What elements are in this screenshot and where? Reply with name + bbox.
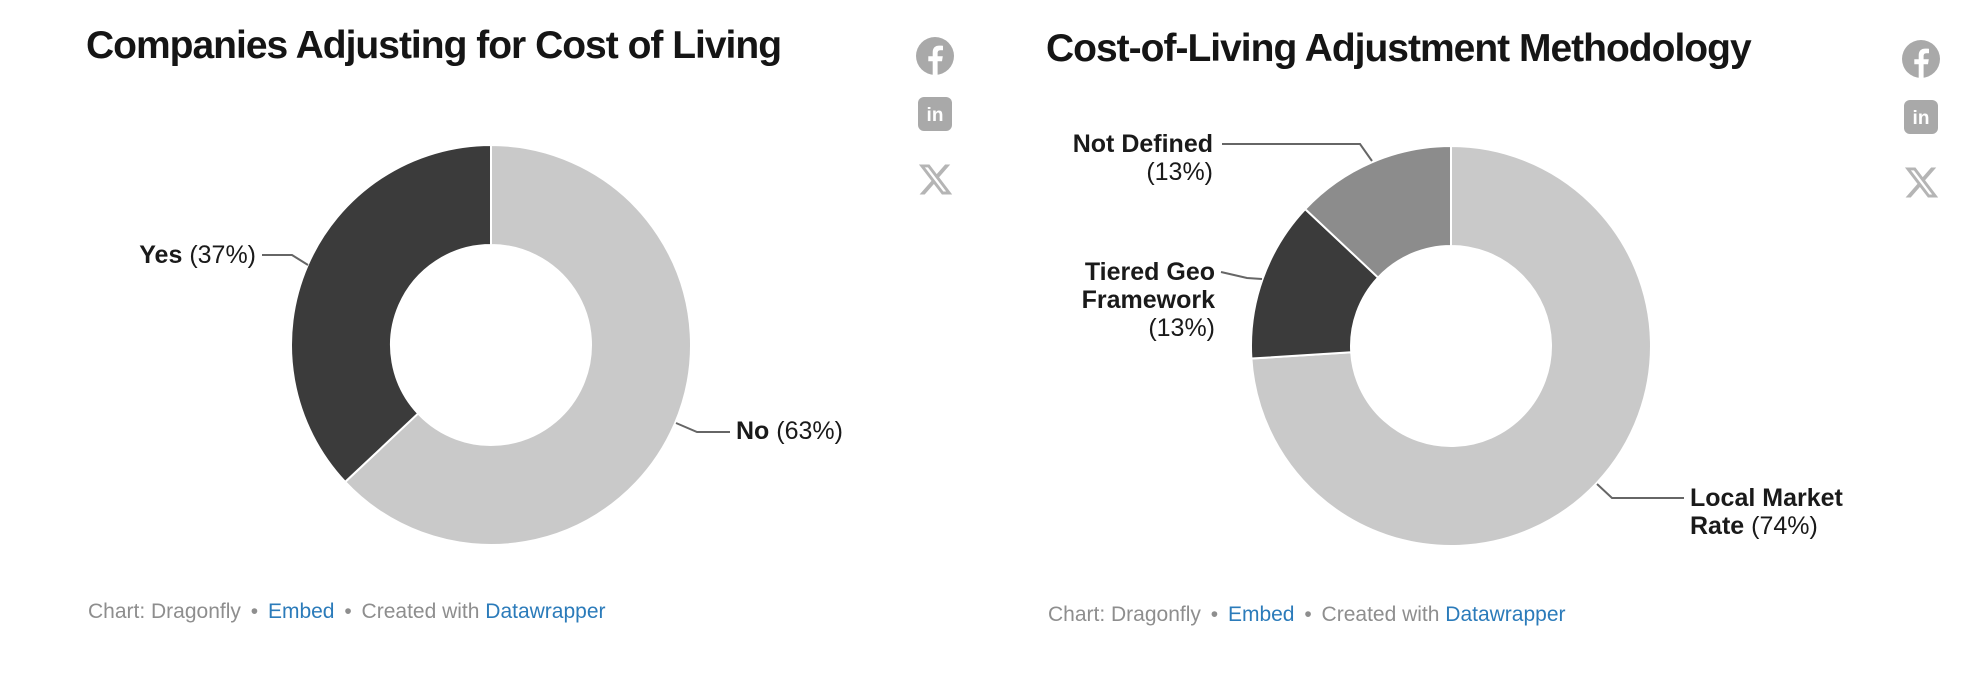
facebook-icon[interactable] (916, 37, 954, 75)
donut-slice-yes[interactable] (290, 143, 492, 484)
footer-bullet: • (344, 600, 352, 623)
slice-label-not-defined: Not Defined (13%) (953, 130, 1213, 186)
slice-label-local-line2: Rate (1690, 512, 1745, 540)
slice-label-local-line1: Local Market (1690, 484, 1843, 512)
slice-label-local-market-rate: Local Market Rate (74%) (1690, 484, 1970, 540)
slice-label-yes: Yes (37%) (0, 241, 256, 269)
datawrapper-link[interactable]: Datawrapper (1445, 603, 1566, 626)
linkedin-icon[interactable]: in (1904, 100, 1938, 134)
slice-label-local-pct: (74%) (1751, 512, 1818, 540)
footer-source: Chart: Dragonfly (88, 600, 241, 623)
footer-bullet: • (250, 600, 259, 623)
donut-chart-right (1249, 144, 1652, 547)
donut-slice-no[interactable] (343, 143, 693, 546)
x-icon[interactable] (917, 161, 954, 198)
slice-label-yes-name: Yes (139, 241, 183, 269)
slice-label-tiered-pct: (13%) (1148, 314, 1215, 342)
footer-bullet: • (1304, 603, 1312, 626)
chart-title-left: Companies Adjusting for Cost of Living (86, 24, 782, 67)
footer-source: Chart: Dragonfly (1048, 603, 1201, 626)
svg-text:in: in (927, 105, 944, 126)
donut-chart-left (290, 143, 693, 546)
slice-label-not-defined-pct: (13%) (1146, 158, 1213, 186)
slice-label-tiered-geo-framework: Tiered Geo Framework (13%) (955, 258, 1215, 342)
slice-label-yes-pct: (37%) (189, 241, 256, 269)
footer-bullet: • (1210, 603, 1219, 626)
slice-label-no-name: No (736, 417, 770, 445)
linkedin-icon[interactable]: in (918, 97, 952, 131)
embed-link[interactable]: Embed (1227, 603, 1295, 626)
facebook-icon[interactable] (1902, 40, 1940, 78)
donut-slice-local-market-rate[interactable] (1250, 144, 1652, 547)
slice-label-no-pct: (63%) (776, 417, 843, 445)
footer-left: Chart: Dragonfly • Embed • Created with … (88, 600, 606, 624)
slice-label-tiered-line1: Tiered Geo (1084, 258, 1215, 286)
x-icon[interactable] (1903, 164, 1940, 201)
slice-label-no: No (63%) (736, 417, 996, 445)
datawrapper-link[interactable]: Datawrapper (485, 600, 606, 623)
slice-label-tiered-line2: Framework (1081, 286, 1215, 314)
slice-label-not-defined-name: Not Defined (1072, 130, 1213, 158)
footer-right: Chart: Dragonfly • Embed • Created with … (1048, 603, 1566, 627)
chart-title-right: Cost-of-Living Adjustment Methodology (1046, 27, 1752, 70)
svg-text:in: in (1913, 108, 1930, 129)
footer-created-with: Created with (1321, 603, 1440, 626)
donut-slice-not-defined[interactable] (1303, 144, 1452, 279)
footer-created-with: Created with (361, 600, 480, 623)
embed-link[interactable]: Embed (267, 600, 335, 623)
